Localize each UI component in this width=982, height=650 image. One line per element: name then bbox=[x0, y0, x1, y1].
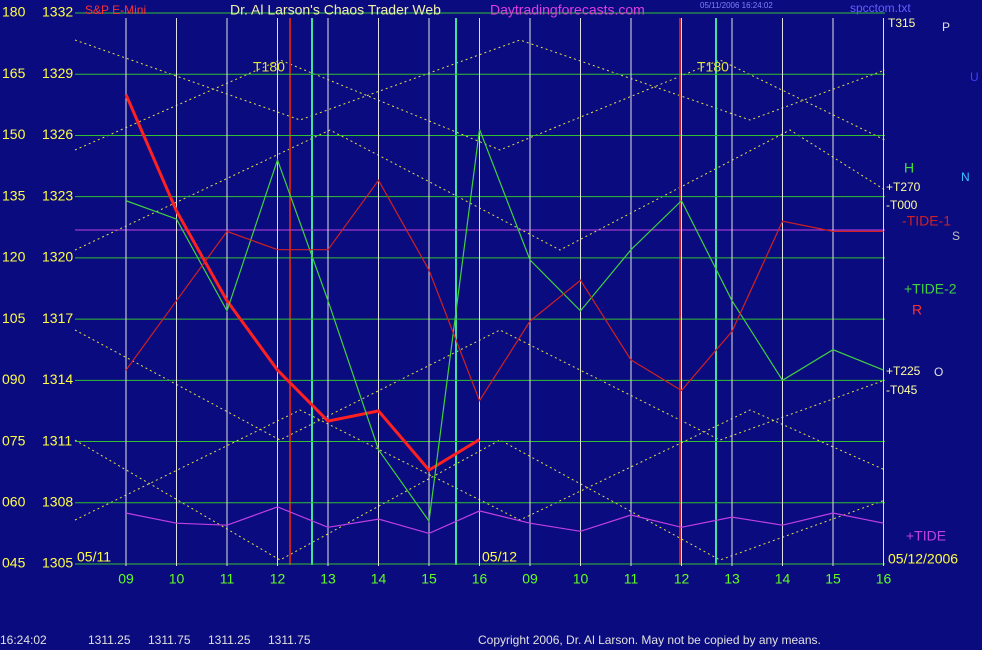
legend-entry: -TIDE-1 bbox=[902, 213, 951, 229]
chart-title: Dr. Al Larson's Chaos Trader Web bbox=[230, 2, 441, 18]
series-label: S&P E-Mini bbox=[85, 3, 146, 17]
y-tick-label: 1314 bbox=[42, 371, 73, 387]
footer-quote: 1311.25 bbox=[88, 633, 131, 647]
file: spcctom.txt bbox=[850, 1, 911, 15]
footer-time: 16:24:02 bbox=[0, 633, 47, 647]
diagonal bbox=[74, 129, 886, 251]
annotation: -T000 bbox=[886, 198, 918, 212]
y-tick-label: 1320 bbox=[42, 249, 73, 265]
diagonal bbox=[74, 329, 886, 441]
stamp: 05/11/2006 16:24:02 bbox=[700, 1, 773, 10]
event-lines bbox=[75, 18, 885, 565]
annotation: H bbox=[904, 160, 914, 176]
annotation: P bbox=[942, 20, 950, 34]
x-tick-label: 10 bbox=[573, 571, 589, 587]
y2-tick-label: 045 bbox=[2, 555, 26, 571]
x-tick-label: 12 bbox=[270, 571, 286, 587]
y2-tick-label: 180 bbox=[2, 4, 26, 20]
series-line bbox=[125, 179, 884, 403]
annotation: +T270 bbox=[886, 180, 921, 194]
day-label: 05/12/2006 bbox=[888, 551, 958, 567]
x-tick-label: 16 bbox=[472, 571, 488, 587]
series-line bbox=[125, 506, 884, 535]
x-tick-label: 15 bbox=[421, 571, 437, 587]
annotation: S bbox=[952, 229, 960, 243]
y-tick-label: 1311 bbox=[42, 432, 72, 448]
y2-tick-label: 150 bbox=[2, 126, 26, 142]
series bbox=[124, 94, 884, 535]
annotation: N bbox=[961, 170, 970, 184]
series-line bbox=[124, 94, 481, 473]
y2-tick-label: 120 bbox=[2, 249, 26, 265]
labels: 1332132913261323132013171314131113081305… bbox=[2, 4, 957, 647]
x-tick-label: 16 bbox=[876, 571, 892, 587]
x-tick-label: 09 bbox=[522, 571, 538, 587]
y-tick-label: 1329 bbox=[42, 65, 73, 81]
series-line bbox=[125, 129, 884, 523]
annotation: +T225 bbox=[886, 364, 921, 378]
x-tick-label: 14 bbox=[775, 571, 791, 587]
x-tick-label: 11 bbox=[624, 571, 639, 587]
annotation: R bbox=[912, 302, 922, 318]
annotation: T315 bbox=[888, 16, 916, 30]
x-tick-label: 10 bbox=[169, 571, 185, 587]
annotation: O bbox=[934, 365, 943, 379]
y-tick-label: 1305 bbox=[42, 555, 73, 571]
grid bbox=[75, 12, 885, 566]
x-tick-label: 13 bbox=[724, 571, 740, 587]
x-tick-label: 12 bbox=[674, 571, 690, 587]
decoration bbox=[74, 39, 886, 561]
footer-quote: 1311.75 bbox=[148, 633, 191, 647]
y2-tick-label: 105 bbox=[2, 310, 26, 326]
day-label: 05/12 bbox=[482, 549, 517, 565]
y-tick-label: 1332 bbox=[42, 4, 73, 20]
footer-quote: 1311.25 bbox=[208, 633, 251, 647]
y2-tick-label: 165 bbox=[2, 65, 26, 81]
x-tick-label: 14 bbox=[371, 571, 387, 587]
x-tick-label: 11 bbox=[220, 571, 235, 587]
y2-tick-label: 090 bbox=[2, 371, 26, 387]
y2-tick-label: 060 bbox=[2, 493, 26, 509]
legend-entry: +TIDE-2 bbox=[904, 281, 957, 297]
y-tick-label: 1326 bbox=[42, 126, 73, 142]
y2-tick-label: 135 bbox=[2, 187, 26, 203]
annotation: U bbox=[970, 70, 979, 84]
diagonal bbox=[74, 409, 886, 521]
copyright: Copyright 2006, Dr. Al Larson. May not b… bbox=[478, 633, 821, 647]
y-tick-label: 1323 bbox=[42, 187, 73, 203]
y-tick-label: 1317 bbox=[42, 310, 73, 326]
legend-entry: +TIDE bbox=[906, 528, 946, 544]
x-tick-label: 15 bbox=[825, 571, 841, 587]
diagonal bbox=[74, 59, 886, 151]
x-tick-label: 13 bbox=[320, 571, 336, 587]
x-tick-label: 09 bbox=[118, 571, 134, 587]
site: Daytradingforecasts.com bbox=[490, 2, 645, 18]
footer-quote: 1311.75 bbox=[268, 633, 311, 647]
annotation: T180 bbox=[253, 59, 285, 75]
y2-tick-label: 075 bbox=[2, 432, 26, 448]
annotation: T180 bbox=[697, 59, 729, 75]
annotation: -T045 bbox=[886, 383, 918, 397]
day-label: 05/11 bbox=[77, 549, 111, 565]
y-tick-label: 1308 bbox=[42, 493, 73, 509]
